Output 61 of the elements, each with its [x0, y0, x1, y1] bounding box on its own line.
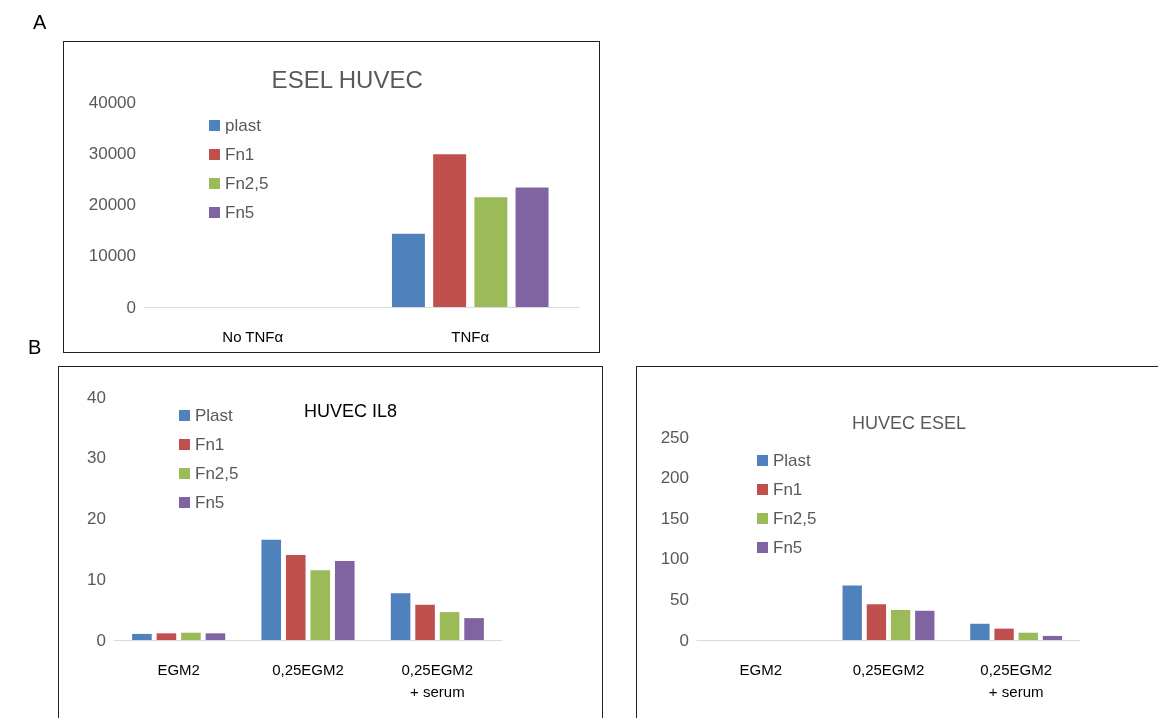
bar — [415, 604, 435, 640]
bar — [132, 633, 152, 640]
legend-label: Fn1 — [195, 435, 225, 454]
bar — [390, 593, 411, 640]
legend-label: Fn2,5 — [773, 509, 817, 528]
y-tick-label: 40 — [87, 387, 106, 407]
text: B — [28, 336, 42, 359]
y-tick-label: 100 — [660, 549, 689, 569]
bar — [866, 604, 887, 640]
y-tick-label: 30 — [87, 448, 106, 468]
y-tick-label: 0 — [679, 630, 689, 650]
x-tick-label: 0,25EGM2 + serum — [401, 660, 474, 700]
y-tick-label: 20000 — [88, 195, 136, 214]
bar — [334, 561, 355, 640]
y-tick-label: 250 — [660, 427, 689, 447]
text: A — [33, 11, 47, 34]
legend-label: Fn2,5 — [225, 174, 269, 193]
bar — [285, 554, 306, 640]
bar — [842, 585, 862, 640]
y-tick-label: 40000 — [88, 92, 136, 112]
bar — [261, 539, 282, 640]
y-tick-label: 10 — [87, 569, 106, 589]
x-tick-label: EGM2 — [157, 660, 200, 678]
x-tick-label: 0,25EGM2 — [852, 660, 925, 678]
legend-label: Fn5 — [195, 493, 225, 512]
y-tick-label: 50 — [670, 589, 689, 609]
x-tick-label: No TNFα — [222, 327, 284, 345]
chart-title: HUVEC IL8 — [304, 401, 398, 421]
y-tick-label: 0 — [126, 297, 136, 317]
legend-label: Fn5 — [225, 203, 255, 222]
legend-label: Fn2,5 — [195, 464, 239, 483]
bar — [439, 612, 460, 640]
y-tick-label: 150 — [660, 508, 689, 528]
bar — [915, 610, 935, 640]
y-tick-label: 200 — [660, 468, 689, 488]
x-tick-label: TNFα — [451, 327, 490, 345]
bar — [464, 618, 484, 640]
bar — [1042, 635, 1063, 640]
legend-label: Fn5 — [773, 538, 803, 557]
legend-label: Plast — [195, 406, 234, 425]
legend-label: Fn1 — [225, 145, 255, 164]
bar — [970, 623, 990, 640]
x-tick-label: 0,25EGM2 — [272, 660, 344, 678]
legend-label: plast — [225, 116, 262, 135]
bar — [181, 632, 201, 640]
legend-label: Fn1 — [773, 480, 803, 499]
y-tick-label: 10000 — [88, 246, 136, 266]
bar — [205, 633, 226, 640]
bar — [310, 570, 331, 640]
x-tick-label: EGM2 — [739, 660, 783, 678]
x-tick-label: 0,25EGM2 + serum — [980, 660, 1053, 700]
bar — [994, 628, 1014, 640]
legend-label: Plast — [773, 451, 812, 470]
chart-title: HUVEC ESEL — [852, 413, 967, 433]
bar — [1018, 632, 1038, 640]
bar — [890, 609, 911, 640]
y-tick-label: 30000 — [88, 143, 136, 163]
y-tick-label: 20 — [87, 509, 106, 528]
chart-title: ESEL HUVEC — [271, 65, 423, 93]
bar — [156, 633, 177, 640]
y-tick-label: 0 — [96, 630, 106, 650]
